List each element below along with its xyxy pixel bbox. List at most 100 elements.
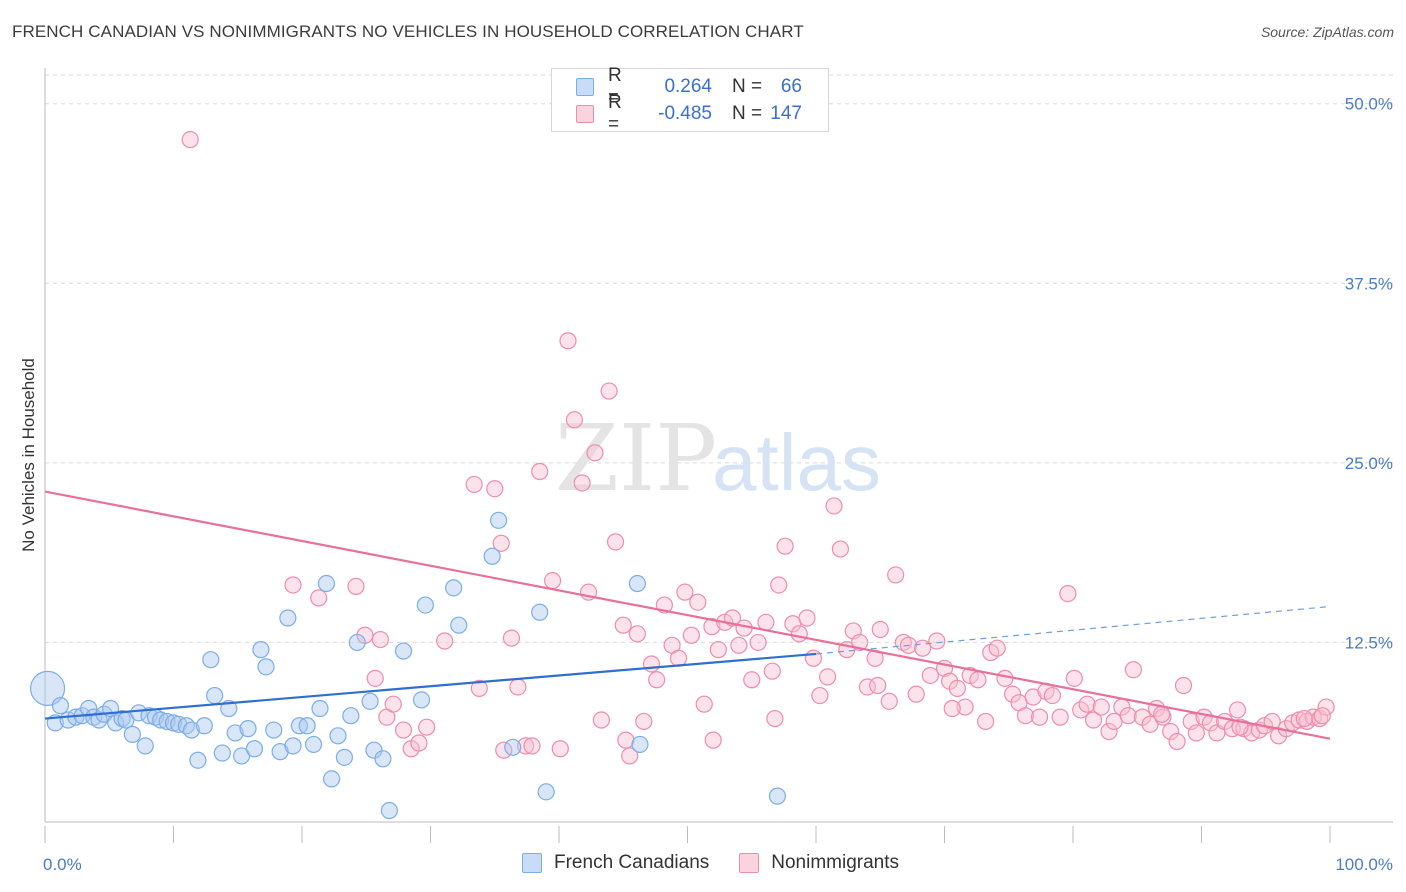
nonimmigrant-point — [969, 671, 987, 689]
nonimmigrant-point — [559, 332, 577, 350]
y-axis-label: No Vehicles in Household — [19, 358, 38, 552]
legend-swatch-blue — [576, 78, 594, 96]
nonimmigrant-point — [1072, 701, 1090, 719]
legend-n-label: N = — [732, 76, 763, 97]
french-canadian-point — [342, 707, 360, 725]
french-canadian-point — [483, 547, 501, 565]
french-canadian-point — [361, 692, 379, 710]
nonimmigrant-point — [682, 626, 700, 644]
nonimmigrant-point — [394, 721, 413, 739]
nonimmigrant-point — [347, 577, 365, 596]
nonimmigrant-point — [1119, 707, 1137, 725]
nonimmigrant-point — [1317, 698, 1335, 716]
nonimmigrant-point — [763, 662, 781, 680]
french-canadian-point — [123, 725, 141, 743]
french-canadian-point — [80, 699, 98, 718]
legend-r-label: R = — [608, 92, 622, 135]
nonimmigrant-point — [1263, 712, 1281, 731]
nonimmigrant-trend — [44, 490, 1331, 740]
nonimmigrant-point — [642, 655, 661, 673]
french-canadian-point — [226, 724, 244, 742]
y-tick-label: 37.5% — [1345, 274, 1393, 293]
nonimmigrant-point — [384, 695, 402, 713]
french-canadian-point — [374, 750, 392, 768]
legend-r-label: R = — [608, 65, 622, 108]
y-tick-label: 25.0% — [1345, 454, 1393, 473]
nonimmigrant-point — [869, 676, 887, 695]
nonimmigrant-point — [1153, 705, 1171, 723]
legend-r-value: -0.485 — [658, 103, 712, 124]
french-canadian-point — [279, 609, 297, 627]
series-legend-french-canadians[interactable]: French Canadians — [522, 852, 709, 874]
nonimmigrant-point — [757, 613, 775, 631]
nonimmigrant-point — [804, 649, 823, 667]
french-canadian-point — [252, 641, 270, 659]
french-canadian-point — [365, 741, 383, 759]
nonimmigrant-point — [1043, 686, 1062, 705]
nonimmigrant-point — [669, 649, 688, 667]
nonimmigrant-point — [1174, 676, 1193, 695]
series-name: French Canadians — [554, 852, 710, 873]
nonimmigrant-point — [509, 678, 527, 696]
nonimmigrant-point — [565, 411, 584, 429]
nonimmigrant-point — [606, 533, 625, 551]
data-points — [29, 131, 1335, 820]
french-canadian-point — [445, 579, 463, 597]
french-canadian-point — [335, 748, 354, 766]
nonimmigrant-point — [831, 540, 850, 558]
nonimmigrant-point — [770, 576, 788, 594]
nonimmigrant-point — [586, 444, 604, 462]
nonimmigrant-point — [880, 692, 898, 710]
nonimmigrant-point — [894, 633, 912, 652]
nonimmigrant-point — [1154, 708, 1172, 726]
nonimmigrant-point — [1084, 711, 1103, 729]
nonimmigrant-point — [928, 632, 946, 650]
nonimmigrant-point — [1187, 724, 1205, 742]
french-canadian-point — [450, 616, 468, 634]
chart-title: FRENCH CANADIAN VS NONIMMIGRANTS NO VEHI… — [12, 22, 804, 41]
french-canadian-point — [213, 744, 231, 762]
nonimmigrant-point — [600, 382, 618, 400]
nonimmigrant-point — [617, 731, 635, 749]
french-canadian-point — [195, 717, 213, 735]
nonimmigrant-point — [648, 671, 666, 689]
nonimmigrant-point — [470, 679, 488, 698]
nonimmigrant-point — [1092, 698, 1110, 716]
series-legend-nonimmigrants[interactable]: Nonimmigrants — [739, 852, 899, 874]
legend-r-value: 0.264 — [664, 76, 712, 97]
nonimmigrant-point — [871, 620, 889, 639]
french-canadian-point — [394, 642, 413, 660]
french-canadian-point — [504, 738, 522, 756]
french-canadian-point — [136, 737, 154, 755]
french-canadian-point — [257, 658, 275, 676]
y-tick-label: 12.5% — [1345, 633, 1393, 652]
french-canadian-point — [152, 711, 170, 729]
source-label: Source: ZipAtlas.com — [1260, 24, 1394, 40]
nonimmigrant-point — [1016, 707, 1035, 725]
nonimmigrant-point — [492, 534, 510, 552]
french-canadian-point — [202, 651, 220, 669]
nonimmigrant-point — [689, 593, 707, 611]
nonimmigrant-point — [1100, 722, 1118, 741]
nonimmigrant-point — [914, 639, 932, 657]
nonimmigrant-point — [818, 668, 837, 686]
nonimmigrant-point — [921, 666, 939, 685]
nonimmigrant-point — [704, 731, 722, 749]
french-canadian-point — [265, 721, 283, 739]
french-canadian-trend — [44, 652, 817, 720]
grid-lines — [45, 74, 1393, 643]
legend-swatch-pink — [576, 105, 594, 123]
nonimmigrant-point — [592, 711, 611, 729]
nonimmigrant-point — [1162, 722, 1180, 741]
nonimmigrant-point — [310, 589, 328, 607]
x-tick-label: 100.0% — [1335, 855, 1393, 874]
nonimmigrant-point — [1228, 701, 1247, 719]
nonimmigrant-point — [825, 497, 843, 515]
nonimmigrant-point — [977, 712, 995, 731]
nonimmigrant-point — [531, 462, 549, 481]
nonimmigrant-point — [811, 686, 829, 705]
nonimmigrant-point — [743, 671, 761, 689]
french-canadian-point — [233, 747, 251, 765]
nonimmigrant-point — [1051, 708, 1069, 726]
nonimmigrant-point — [614, 616, 632, 634]
